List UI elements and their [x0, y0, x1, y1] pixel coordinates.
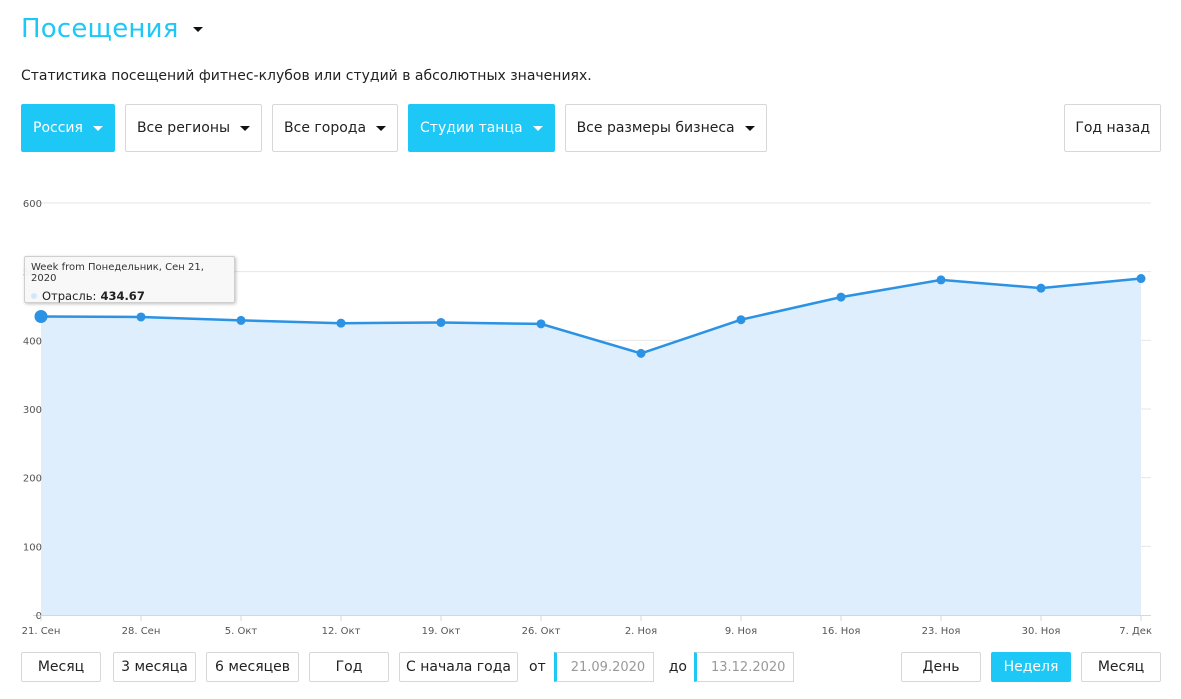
filter-region-label: Все регионы — [136, 120, 231, 136]
x-tick-label: 21. Сен — [22, 626, 61, 637]
range-3-months-button[interactable]: 3 месяца — [113, 652, 196, 682]
filter-business-size-label: Все размеры бизнеса — [576, 120, 735, 136]
tooltip-line: Отрасль: 434.67 — [31, 289, 228, 303]
data-point — [336, 318, 346, 328]
date-from-input[interactable]: 21.09.2020 — [553, 652, 654, 682]
filter-country[interactable]: Россия — [21, 104, 115, 152]
filter-city-label: Все города — [284, 120, 367, 136]
page-title: Посещения — [21, 14, 179, 44]
data-point — [1136, 274, 1146, 284]
granularity-month-button[interactable]: Месяц — [1081, 652, 1161, 682]
x-tick-label: 7. Дек — [1119, 626, 1152, 637]
data-point — [34, 310, 48, 324]
granularity-day-button[interactable]: День — [901, 652, 981, 682]
data-point — [236, 315, 246, 325]
x-tick-label: 16. Ноя — [822, 626, 861, 637]
data-point — [436, 317, 446, 327]
chevron-down-icon — [744, 125, 755, 131]
filter-bar: Россия Все регионы Все города Студии тан… — [21, 104, 777, 152]
x-tick-label: 2. Ноя — [625, 626, 657, 637]
x-tick-label: 23. Ноя — [922, 626, 961, 637]
area-fill — [41, 278, 1141, 615]
series-dot-icon — [31, 293, 37, 299]
x-tick-label: 28. Сен — [122, 626, 161, 637]
y-tick-label: 300 — [23, 405, 42, 416]
chevron-down-icon — [532, 125, 543, 131]
filter-country-label: Россия — [33, 120, 83, 136]
data-point — [836, 292, 846, 302]
filter-city[interactable]: Все города — [272, 104, 399, 152]
granularity-week-button[interactable]: Неделя — [991, 652, 1071, 682]
granularity-switch: День Неделя Месяц — [901, 652, 1161, 682]
filter-business-size[interactable]: Все размеры бизнеса — [564, 104, 767, 152]
data-point — [936, 275, 946, 285]
tooltip-header: Week from Понедельник, Сен 21, 2020 — [31, 262, 204, 284]
chart-tooltip: Week from Понедельник, Сен 21, 2020 Отра… — [24, 256, 235, 303]
chevron-down-icon — [376, 125, 387, 131]
chevron-down-icon — [240, 125, 251, 131]
title-dropdown-icon[interactable] — [192, 26, 203, 32]
range-bar: Месяц 3 месяца 6 месяцев Год С начала го… — [21, 652, 794, 682]
data-point — [636, 348, 646, 358]
y-tick-label: 100 — [23, 542, 42, 553]
year-back-button[interactable]: Год назад — [1064, 104, 1161, 152]
x-tick-label: 30. Ноя — [1022, 626, 1061, 637]
filter-category[interactable]: Студии танца — [408, 104, 555, 152]
range-month-button[interactable]: Месяц — [21, 652, 101, 682]
y-tick-label: 0 — [36, 611, 42, 622]
data-point — [536, 319, 546, 329]
filter-category-label: Студии танца — [420, 120, 523, 136]
title-row[interactable]: Посещения — [21, 14, 203, 44]
chevron-down-icon — [92, 125, 103, 131]
x-tick-label: 5. Окт — [225, 626, 258, 637]
date-from-label: от — [529, 659, 546, 675]
data-point — [736, 315, 746, 325]
x-tick-label: 19. Окт — [422, 626, 461, 637]
y-tick-label: 400 — [23, 336, 42, 347]
data-point — [1036, 283, 1046, 293]
range-6-months-button[interactable]: 6 месяцев — [206, 652, 299, 682]
range-year-button[interactable]: Год — [309, 652, 389, 682]
y-tick-label: 600 — [23, 199, 42, 210]
x-tick-label: 12. Окт — [322, 626, 361, 637]
x-tick-label: 26. Окт — [522, 626, 561, 637]
data-point — [136, 312, 146, 322]
date-to-input[interactable]: 13.12.2020 — [693, 652, 794, 682]
date-to-label: до — [668, 659, 687, 675]
tooltip-value: 434.67 — [100, 289, 145, 303]
y-tick-label: 200 — [23, 474, 42, 485]
filter-region[interactable]: Все регионы — [124, 104, 263, 152]
series-line — [40, 277, 1142, 355]
range-ytd-button[interactable]: С начала года — [399, 652, 518, 682]
page-subtitle: Статистика посещений фитнес-клубов или с… — [21, 68, 592, 84]
x-tick-label: 9. Ноя — [725, 626, 757, 637]
tooltip-series-label: Отрасль: — [42, 289, 97, 303]
